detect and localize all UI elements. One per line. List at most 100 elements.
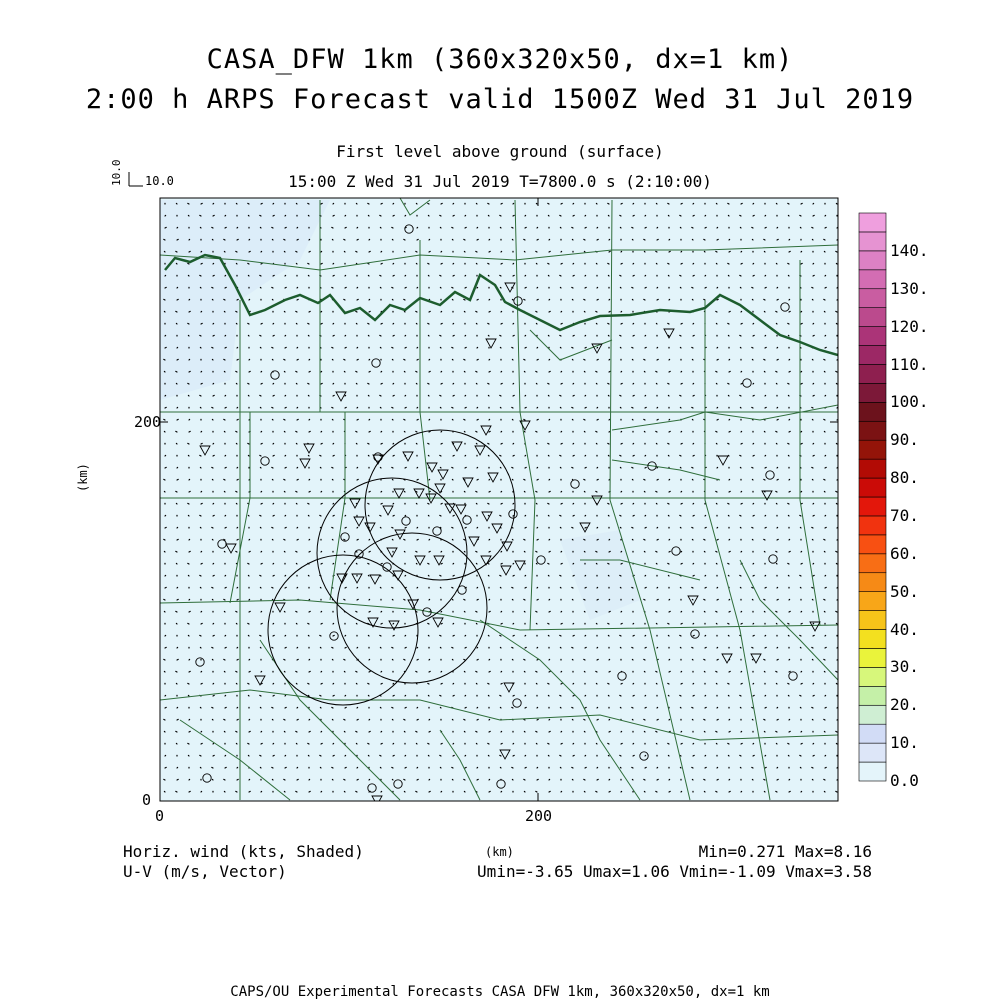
wind-vector	[367, 562, 370, 565]
wind-vector	[631, 286, 634, 289]
wind-vector	[439, 694, 442, 697]
wind-vector	[199, 634, 202, 637]
wind-vector	[175, 670, 178, 673]
wind-vector	[404, 466, 407, 469]
wind-vector	[247, 562, 250, 565]
wind-vector	[824, 634, 827, 637]
wind-vector	[175, 622, 178, 625]
wind-vector	[379, 634, 382, 637]
wind-vector	[224, 346, 227, 349]
wind-vector	[787, 202, 790, 205]
wind-vector	[752, 382, 755, 385]
wind-vector	[284, 754, 287, 757]
wind-vector	[548, 490, 551, 493]
x-tick-0: 0	[155, 807, 165, 825]
wind-vector	[715, 502, 718, 505]
wind-vector	[668, 670, 671, 673]
wind-vector	[763, 778, 766, 781]
wind-vector	[655, 670, 658, 673]
wind-vector	[164, 214, 167, 217]
wind-vector	[500, 730, 503, 733]
wind-vector	[475, 442, 478, 445]
wind-vector	[595, 550, 598, 553]
wind-vector	[344, 754, 347, 757]
wind-vector	[463, 550, 466, 553]
wind-vector	[260, 502, 263, 505]
circle-marker	[270, 370, 280, 380]
wind-vector	[283, 250, 286, 253]
wind-vector	[404, 334, 407, 337]
wind-vector	[595, 490, 598, 493]
wind-vector	[752, 274, 755, 277]
wind-vector	[704, 754, 707, 757]
wind-vector	[668, 478, 671, 481]
wind-vector	[440, 310, 443, 313]
wind-vector	[548, 598, 551, 601]
wind-vector	[187, 322, 190, 325]
wind-vector	[427, 394, 430, 397]
wind-vector	[271, 526, 274, 529]
wind-vector	[596, 466, 599, 469]
wind-vector	[776, 766, 779, 769]
wind-vector	[752, 394, 755, 397]
wind-vector	[811, 238, 814, 241]
wind-vector	[272, 754, 275, 757]
wind-vector	[403, 250, 406, 253]
wind-vector	[679, 394, 682, 397]
wind-vector	[344, 226, 347, 229]
wind-vector	[175, 442, 178, 445]
wind-vector	[164, 466, 167, 469]
wind-vector	[500, 310, 503, 313]
wind-vector	[211, 598, 214, 601]
circle-marker	[765, 470, 775, 480]
wind-vector	[812, 754, 815, 757]
wind-vector	[439, 706, 442, 709]
wind-vector	[608, 610, 611, 613]
wind-vector	[607, 214, 610, 217]
wind-vector	[560, 622, 563, 625]
wind-vector	[704, 286, 707, 289]
wind-vector	[475, 670, 478, 673]
wind-vector	[571, 706, 574, 709]
wind-vector	[200, 622, 203, 625]
wind-vector	[608, 550, 611, 553]
wind-vector	[235, 430, 238, 433]
wind-vector	[583, 730, 586, 733]
wind-vector	[583, 538, 586, 541]
wind-vector	[655, 682, 658, 685]
wind-vector	[392, 754, 395, 757]
wind-vector	[284, 226, 287, 229]
colorbar-label: 110.	[890, 354, 929, 374]
wind-vector	[572, 682, 575, 685]
wind-vector	[428, 238, 431, 241]
wind-vector	[596, 358, 599, 361]
wind-vector	[200, 562, 203, 565]
wind-vector	[824, 286, 827, 289]
wind-vector	[224, 466, 227, 469]
colorbar-label: 80.	[890, 468, 919, 488]
wind-vector	[583, 790, 586, 793]
wind-vector	[476, 346, 479, 349]
wind-vector	[751, 646, 754, 649]
wind-vector	[656, 538, 659, 541]
wind-vector	[296, 418, 299, 421]
wind-vector	[596, 406, 599, 409]
wind-vector	[691, 766, 694, 769]
wind-vector	[595, 562, 598, 565]
wind-vector	[379, 346, 382, 349]
wind-vector	[500, 742, 503, 745]
wind-vector	[199, 754, 202, 757]
wind-vector	[380, 370, 383, 373]
wind-vector	[176, 538, 179, 541]
wind-vector	[776, 658, 779, 661]
wind-vector	[188, 298, 191, 301]
wind-vector	[739, 694, 742, 697]
wind-vector	[440, 610, 443, 613]
wind-vector	[187, 514, 190, 517]
wind-vector	[776, 238, 779, 241]
wind-vector	[680, 610, 683, 613]
wind-vector	[187, 502, 190, 505]
wind-vector	[260, 370, 263, 373]
wind-vector	[224, 634, 227, 637]
wind-vector	[512, 214, 515, 217]
